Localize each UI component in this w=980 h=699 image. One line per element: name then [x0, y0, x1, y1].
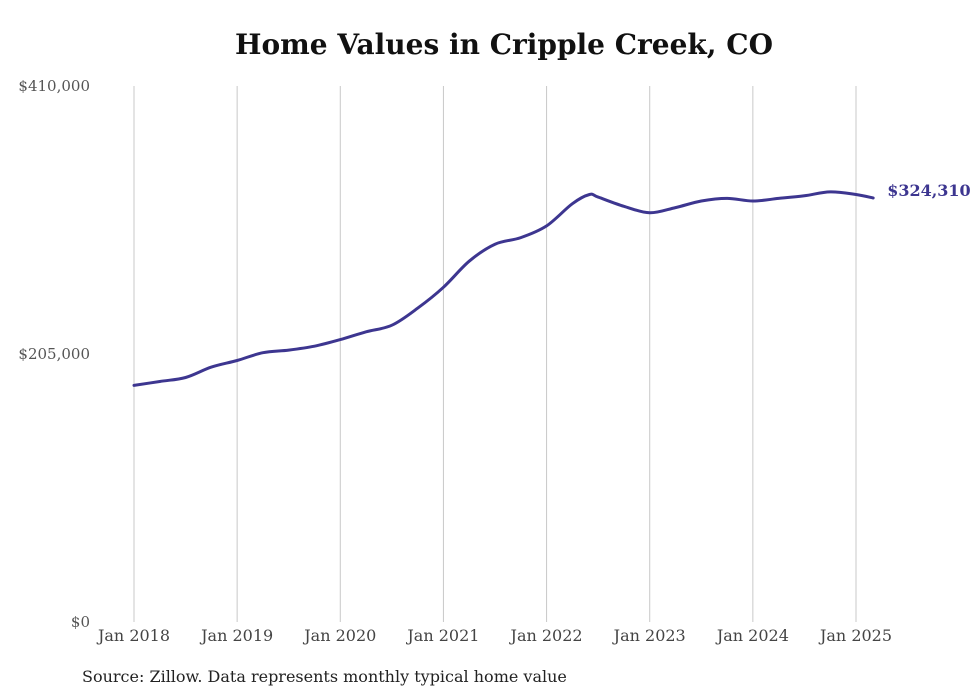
x-tick-label: Jan 2024 [715, 626, 789, 645]
x-axis-ticks: Jan 2018 Jan 2019 Jan 2020 Jan 2021 Jan 2022… [96, 626, 892, 645]
x-tick-label: Jan 2019 [199, 626, 273, 645]
y-tick-label: $410,000 [18, 77, 90, 95]
x-tick-label: Jan 2021 [405, 626, 479, 645]
x-tick-label: Jan 2025 [818, 626, 892, 645]
series-line [132, 190, 875, 387]
series-layer [132, 190, 875, 387]
y-tick-label: $205,000 [18, 345, 90, 363]
chart-title: Home Values in Cripple Creek, CO [235, 28, 773, 61]
x-tick-label: Jan 2020 [302, 626, 376, 645]
source-note: Source: Zillow. Data represents monthly … [82, 667, 567, 686]
end-value-label: $324,310 [887, 181, 971, 200]
y-tick-label: $0 [71, 613, 90, 631]
x-tick-label: Jan 2023 [612, 626, 686, 645]
x-tick-label: Jan 2022 [509, 626, 583, 645]
y-axis-ticks: $0 $205,000 $410,000 [18, 77, 90, 631]
gridlines [133, 86, 857, 622]
x-tick-label: Jan 2018 [96, 626, 170, 645]
